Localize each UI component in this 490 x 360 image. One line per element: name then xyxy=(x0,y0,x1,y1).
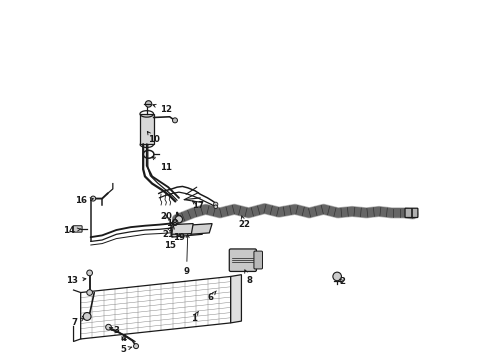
Bar xyxy=(140,114,153,144)
Text: 18: 18 xyxy=(166,219,178,228)
Circle shape xyxy=(173,220,178,225)
Circle shape xyxy=(106,324,111,330)
Text: 16: 16 xyxy=(75,196,93,205)
Circle shape xyxy=(214,202,218,206)
Polygon shape xyxy=(191,224,212,234)
Text: 2: 2 xyxy=(339,277,345,286)
Text: 14: 14 xyxy=(63,226,81,235)
Circle shape xyxy=(333,272,342,281)
Circle shape xyxy=(91,196,96,201)
FancyBboxPatch shape xyxy=(229,249,256,271)
Text: 15: 15 xyxy=(164,226,175,249)
Text: 19: 19 xyxy=(173,233,185,242)
Text: 22: 22 xyxy=(239,216,250,229)
Circle shape xyxy=(87,290,93,296)
Text: 10: 10 xyxy=(147,131,160,144)
Text: 13: 13 xyxy=(66,276,86,285)
Text: 1: 1 xyxy=(191,311,198,323)
Text: 7: 7 xyxy=(72,318,84,327)
Text: 3: 3 xyxy=(109,326,119,335)
Circle shape xyxy=(87,270,93,276)
Circle shape xyxy=(134,343,139,348)
Text: 20: 20 xyxy=(160,212,172,221)
FancyBboxPatch shape xyxy=(73,226,82,232)
Text: 5: 5 xyxy=(121,345,132,354)
Circle shape xyxy=(83,312,91,320)
Text: 11: 11 xyxy=(152,157,172,172)
Text: 6: 6 xyxy=(207,291,216,302)
Circle shape xyxy=(172,118,177,123)
Text: 4: 4 xyxy=(120,334,126,343)
Polygon shape xyxy=(172,224,193,234)
Text: 21: 21 xyxy=(162,227,174,239)
Circle shape xyxy=(175,216,182,223)
FancyBboxPatch shape xyxy=(405,208,418,217)
Text: 12: 12 xyxy=(153,104,172,114)
Polygon shape xyxy=(231,275,242,323)
Circle shape xyxy=(146,101,152,107)
FancyBboxPatch shape xyxy=(254,251,263,269)
Polygon shape xyxy=(172,225,205,237)
Text: 17: 17 xyxy=(192,201,204,210)
Circle shape xyxy=(214,205,218,208)
Text: 9: 9 xyxy=(184,234,190,276)
Text: 8: 8 xyxy=(245,270,253,285)
